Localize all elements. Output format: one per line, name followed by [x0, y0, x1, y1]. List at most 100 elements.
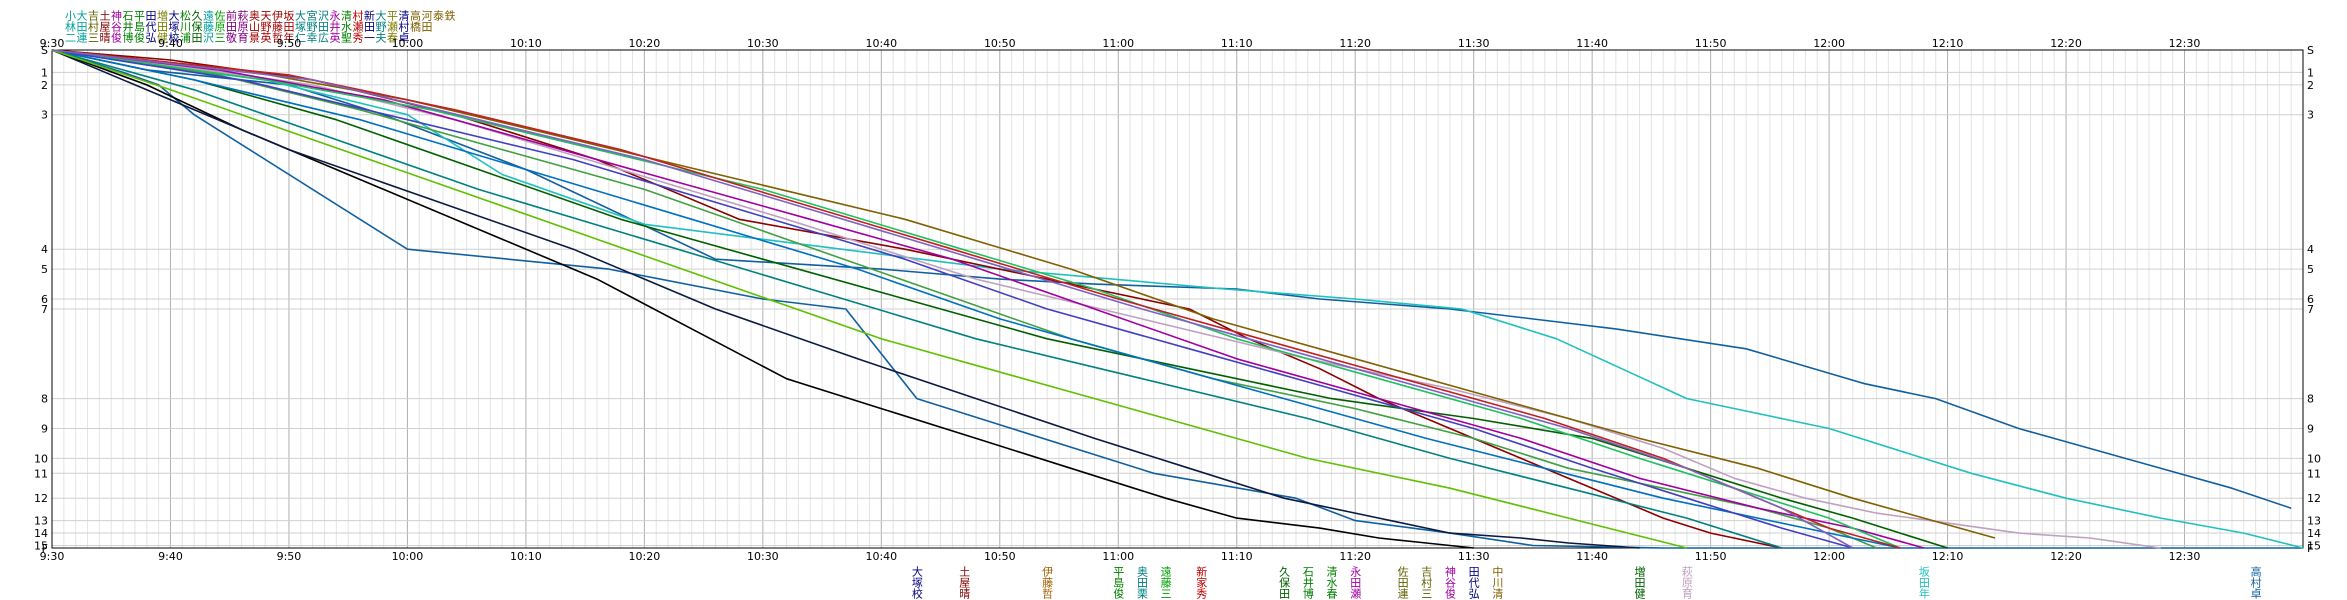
series-line — [51, 49, 1854, 549]
x-tick-label-top: 11:20 — [1339, 37, 1371, 50]
legend-entry: 永井英 — [328, 9, 341, 44]
x-tick-label-top: 12:10 — [1932, 37, 1964, 50]
series-line — [51, 49, 1782, 549]
legend-entry: 清村卓 — [397, 10, 410, 43]
x-tick-label-bottom: 11:20 — [1339, 550, 1371, 563]
x-tick-label-bottom: 11:30 — [1458, 550, 1490, 563]
legend-entry: 清水聖 — [340, 10, 353, 43]
legend-entry: 新田一 — [363, 9, 376, 43]
legend-entry: 神谷俊 — [110, 9, 123, 43]
legend-entry: 鉄 — [443, 9, 456, 21]
legend-entry: 増田健 — [156, 10, 169, 43]
finish-label: 伊藤哲 — [1041, 566, 1054, 600]
y-tick-label-right: 13 — [2307, 515, 2321, 528]
legend-entry: 小林二 — [64, 10, 77, 43]
y-tick-label-left: 13 — [34, 515, 48, 528]
y-tick-label-right: 3 — [2307, 109, 2314, 122]
x-tick-label-bottom: 10:20 — [629, 550, 661, 563]
x-tick-label-top: 11:10 — [1221, 37, 1253, 50]
legend-entry: 坂田年 — [282, 10, 295, 43]
plot-frame — [51, 49, 2304, 549]
x-tick-label-bottom: 12:20 — [2050, 550, 2082, 563]
finish-label: 清水春 — [1325, 566, 1338, 600]
x-tick-label-bottom: 12:00 — [1813, 550, 1845, 563]
legend-entry: 伊藤哲 — [271, 10, 284, 44]
finish-label: 増田健 — [1633, 566, 1646, 599]
x-tick-label-bottom: 11:00 — [1102, 550, 1134, 563]
legend-entry: 村瀬秀 — [351, 9, 364, 43]
x-tick-label-bottom: 11:40 — [1576, 550, 1608, 563]
finish-label: 田代弘 — [1467, 566, 1480, 599]
y-tick-label-left: 15 — [34, 540, 48, 553]
legend-entry: 遠藤沢 — [202, 10, 215, 44]
end-labels: 大塚校 土屋晴 伊藤哲 平島俊 奥田栗 遠藤三 新家秀 久保田 石井博 清水春 永田瀬 佐田連 吉村三神… — [910, 565, 2262, 600]
x-tick-label-bottom: 12:10 — [1932, 550, 1964, 563]
y-tick-label-right: 6 — [2307, 293, 2314, 306]
y-tick-label-left: 1 — [41, 66, 48, 79]
y-tick-label-left: 14 — [34, 527, 48, 540]
y-tick-label-right: 8 — [2307, 393, 2314, 406]
legend-entry: 石井博 — [121, 10, 134, 44]
x-tick-label-bottom: 10:50 — [984, 550, 1016, 563]
legend-entry: 大野夫 — [374, 9, 387, 44]
y-tick-label-left: 2 — [41, 79, 48, 92]
finish-label: 土屋晴 — [958, 566, 971, 599]
y-tick-label-right: 4 — [2307, 243, 2314, 256]
y-tick-label-right: 11 — [2307, 467, 2321, 480]
legend-entry: 大塚仁 — [294, 9, 307, 43]
y-tick-label-left: 3 — [41, 109, 48, 122]
y-tick-label-left: 11 — [34, 467, 48, 480]
x-tick-label-top: 10:10 — [510, 37, 542, 50]
series-line — [51, 49, 2304, 549]
y-tick-label-right: 5 — [2307, 263, 2314, 276]
x-tick-label-top: 9:40 — [158, 37, 183, 50]
legend-entry: 松川浦 — [179, 9, 192, 44]
finish-label: 新家秀 — [1195, 565, 1208, 599]
legend-entry: 大塚校 — [167, 9, 180, 44]
finish-label: 石井博 — [1301, 566, 1314, 600]
series-line — [51, 49, 1901, 549]
legend-entry: 萩原育 — [236, 10, 249, 44]
x-tick-label-top: 12:00 — [1813, 37, 1845, 50]
x-tick-label-top: 11:50 — [1695, 37, 1727, 50]
x-tick-label-top: 12:30 — [2169, 37, 2201, 50]
x-tick-label-bottom: 9:30 — [40, 550, 65, 563]
legend-entry: 久保田 — [190, 10, 203, 43]
y-tick-label-left: 4 — [41, 243, 48, 256]
finish-label: 中川清 — [1491, 566, 1504, 600]
finish-label: 永田瀬 — [1349, 565, 1362, 600]
x-tick-label-top: 9:30 — [40, 37, 65, 50]
legend-entry: 河田 — [420, 10, 433, 32]
y-tick-label-right: F — [2307, 542, 2313, 555]
series-line — [51, 49, 1688, 549]
x-tick-label-bottom: 10:10 — [510, 550, 542, 563]
y-tick-label-left: F — [42, 542, 48, 555]
x-tick-label-bottom: 9:50 — [277, 550, 302, 563]
y-tick-label-left: 8 — [41, 393, 48, 406]
y-tick-label-right: S — [2307, 44, 2314, 57]
y-tick-label-left: 7 — [41, 303, 48, 316]
y-tick-label-right: 10 — [2307, 452, 2321, 465]
x-tick-label-top: 10:40 — [865, 37, 897, 50]
grid — [51, 49, 2304, 549]
finish-label: 吉村三 — [1420, 566, 1433, 599]
series-line — [51, 49, 2292, 509]
legend-entry: 田代弘 — [144, 10, 157, 43]
y-tick-label-left: 9 — [41, 422, 48, 435]
finish-label: 大塚校 — [910, 565, 923, 600]
legend-entry: 前田敬 — [225, 9, 238, 44]
series-line — [51, 49, 1640, 549]
legend-entry: 高橋 — [409, 9, 422, 33]
y-tick-label-left: 10 — [34, 452, 48, 465]
x-tick-label-top: 10:00 — [392, 37, 424, 50]
x-tick-label-top: 11:30 — [1458, 37, 1490, 50]
series-group — [51, 49, 2304, 549]
x-tick-label-top: 10:20 — [629, 37, 661, 50]
x-tick-label-bottom: 10:30 — [747, 550, 779, 563]
y-tick-label-left: 5 — [41, 263, 48, 276]
series-line — [51, 49, 2303, 549]
axes: 9:30 9:30 9:40 9:40 9:50 9:50 10:00 10:00 10:10 1… — [34, 37, 2321, 563]
legend-entry: 吉村三 — [87, 10, 100, 43]
x-tick-label-bottom: 9:40 — [158, 550, 183, 563]
